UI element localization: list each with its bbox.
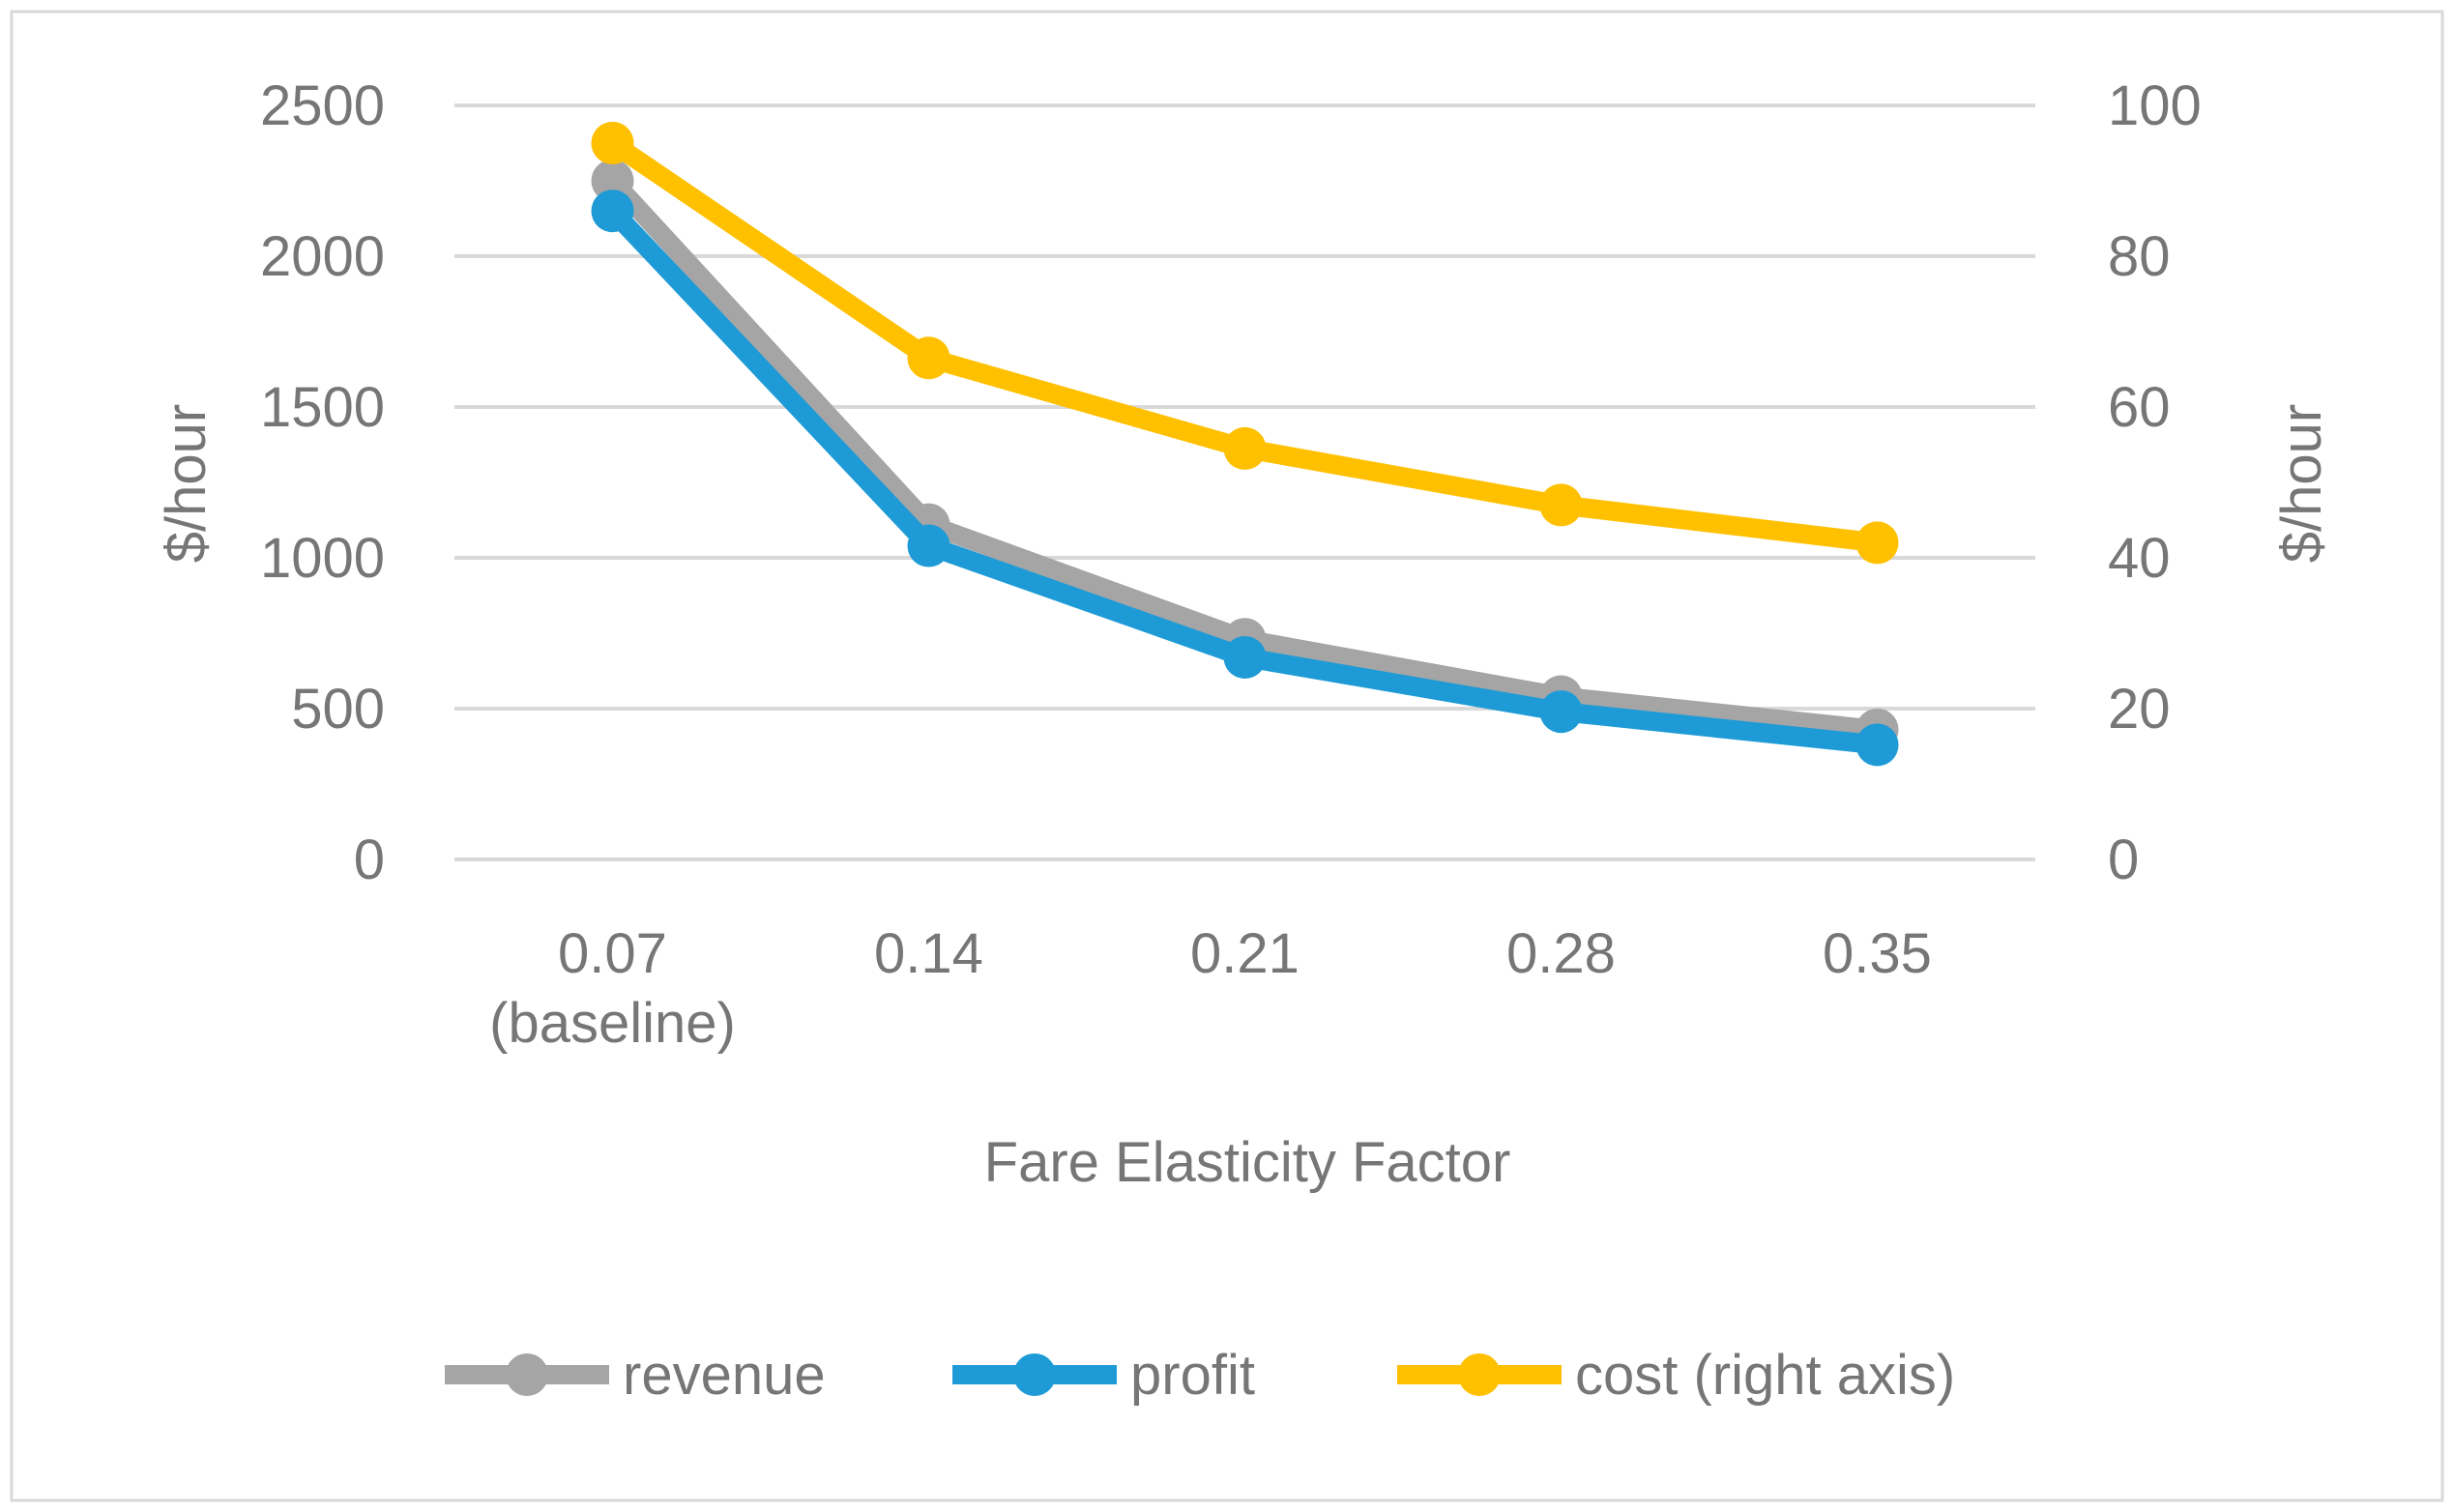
profit-data-point [1223, 635, 1267, 679]
profit-legend-label: profit [1130, 1344, 1255, 1407]
right-axis-ticks: 0 20 40 60 80 100 [2108, 74, 2202, 891]
left-axis-title: $/hour [155, 404, 218, 563]
revenue-data-point [591, 160, 634, 202]
profit-data-point [1539, 690, 1583, 734]
left-axis-ticks: 0 500 1000 1500 2000 2500 [260, 74, 385, 891]
right-tick-label: 40 [2108, 527, 2171, 590]
profit-data-point [907, 524, 950, 567]
right-tick-label: 60 [2108, 376, 2171, 439]
left-tick-label: 0 [354, 829, 385, 891]
revenue-legend-marker [506, 1353, 548, 1396]
x-tick-label: 0.14 [874, 922, 983, 985]
cost-data-point [591, 122, 634, 164]
right-axis-title: $/hour [2270, 404, 2333, 563]
cost-legend-marker [1458, 1353, 1501, 1396]
x-tick-label: 0.21 [1190, 922, 1300, 985]
cost-data-point [1539, 483, 1583, 527]
cost-data-point [1223, 426, 1267, 470]
legend: revenue profit cost (right axis) [445, 1344, 1955, 1407]
right-tick-label: 20 [2108, 678, 2171, 741]
left-tick-label: 1000 [260, 527, 385, 590]
chart-border [10, 10, 2444, 1502]
revenue-legend-label: revenue [623, 1344, 826, 1407]
right-tick-label: 80 [2108, 225, 2171, 288]
x-tick-label: 0.07 [558, 922, 667, 985]
x-tick-label: (baseline) [489, 992, 736, 1055]
x-axis-ticks: 0.07 (baseline) 0.14 0.21 0.28 0.35 [489, 922, 1932, 1055]
series [591, 122, 1899, 767]
x-tick-label: 0.35 [1823, 922, 1932, 985]
gridlines [454, 103, 2035, 861]
profit-legend-marker [1013, 1353, 1056, 1396]
cost-data-point [1855, 521, 1899, 565]
x-tick-label: 0.28 [1506, 922, 1616, 985]
right-tick-label: 100 [2108, 74, 2202, 137]
left-tick-label: 1500 [260, 376, 385, 439]
cost-legend-label: cost (right axis) [1575, 1344, 1955, 1407]
profit-data-point [1855, 723, 1899, 767]
cost-data-point [907, 336, 950, 380]
left-tick-label: 500 [291, 678, 385, 741]
left-tick-label: 2000 [260, 225, 385, 288]
profit-data-point [591, 189, 634, 233]
x-axis-title: Fare Elasticity Factor [984, 1131, 1511, 1194]
left-tick-label: 2500 [260, 74, 385, 137]
right-tick-label: 0 [2108, 829, 2139, 891]
